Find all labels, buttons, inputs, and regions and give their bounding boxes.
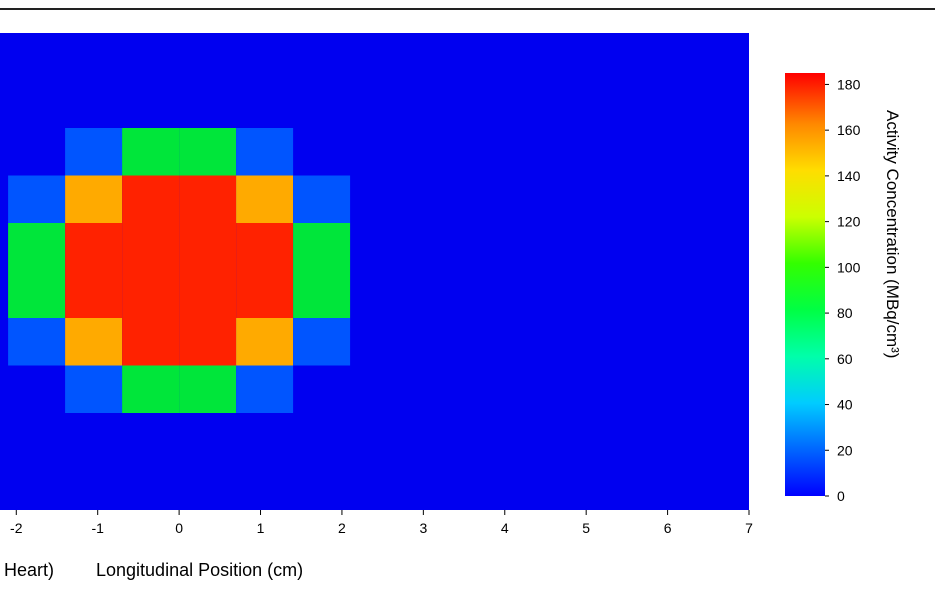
heatmap-cell (236, 175, 294, 223)
x-axis-label: Longitudinal Position (cm) (96, 560, 303, 580)
heatmap-cell (8, 175, 66, 223)
heatmap-cell (179, 128, 237, 176)
colorbar-tick-label: 60 (837, 351, 853, 367)
top-divider-line (0, 8, 935, 10)
colorbar-tick-label: 40 (837, 397, 853, 413)
colorbar-tick-label: 140 (837, 168, 861, 184)
heatmap-cell (293, 223, 351, 271)
x-tick-label: 5 (582, 520, 590, 536)
colorbar-label: Activity Concentration (MBq/cm³) (883, 110, 902, 358)
heatmap-cell (65, 223, 123, 271)
colorbar-tick-label: 120 (837, 214, 861, 230)
heatmap-cell (8, 318, 66, 366)
heatmap-cell (122, 270, 180, 318)
heatmap-cell (65, 270, 123, 318)
heatmap-cell (179, 223, 237, 271)
colorbar-tick-label: 160 (837, 122, 861, 138)
colorbar: 0 20 40 60 80 100 120 140 160 180 (785, 73, 861, 504)
heatmap-cell (65, 318, 123, 366)
x-tick-label: -2 (10, 520, 23, 536)
heatmap-cell (293, 318, 351, 366)
x-tick-label: -1 (91, 520, 104, 536)
plot-area (0, 33, 749, 510)
x-tick-label: 0 (175, 520, 183, 536)
heatmap-cell (122, 223, 180, 271)
colorbar-gradient (785, 73, 825, 496)
heatmap-cell (236, 270, 294, 318)
x-tick-label: 1 (257, 520, 265, 536)
heatmap-cell (236, 318, 294, 366)
colorbar-tick-label: 100 (837, 259, 861, 275)
heatmap-cell (8, 223, 66, 271)
x-axis-label-prefix: Heart) (4, 560, 54, 580)
heatmap-cell (122, 318, 180, 366)
heatmap-cell (65, 175, 123, 223)
heatmap-cell (293, 175, 351, 223)
colorbar-tick-label: 180 (837, 76, 861, 92)
heatmap-cell (65, 128, 123, 176)
colorbar-tick-label: 80 (837, 305, 853, 321)
x-tick-label: 3 (419, 520, 427, 536)
heatmap-cell (122, 128, 180, 176)
x-tick-label: 2 (338, 520, 346, 536)
heatmap-cell (122, 175, 180, 223)
heatmap-cell (65, 365, 123, 413)
x-tick-label: 4 (501, 520, 509, 536)
colorbar-tick-label: 20 (837, 442, 853, 458)
heatmap-cell (236, 223, 294, 271)
x-tick-label: 6 (664, 520, 672, 536)
heatmap-cell (179, 318, 237, 366)
heatmap-cell (179, 175, 237, 223)
colorbar-tick-label: 0 (837, 488, 845, 504)
x-tick-label: 7 (745, 520, 753, 536)
heatmap-cell (122, 365, 180, 413)
heatmap-cell (8, 270, 66, 318)
heatmap-cell (179, 365, 237, 413)
heatmap-cell (236, 128, 294, 176)
heatmap-cell (179, 270, 237, 318)
heatmap-cell (236, 365, 294, 413)
x-axis: -2 -1 0 1 2 3 4 5 6 7 (10, 510, 753, 536)
heatmap-cell (293, 270, 351, 318)
